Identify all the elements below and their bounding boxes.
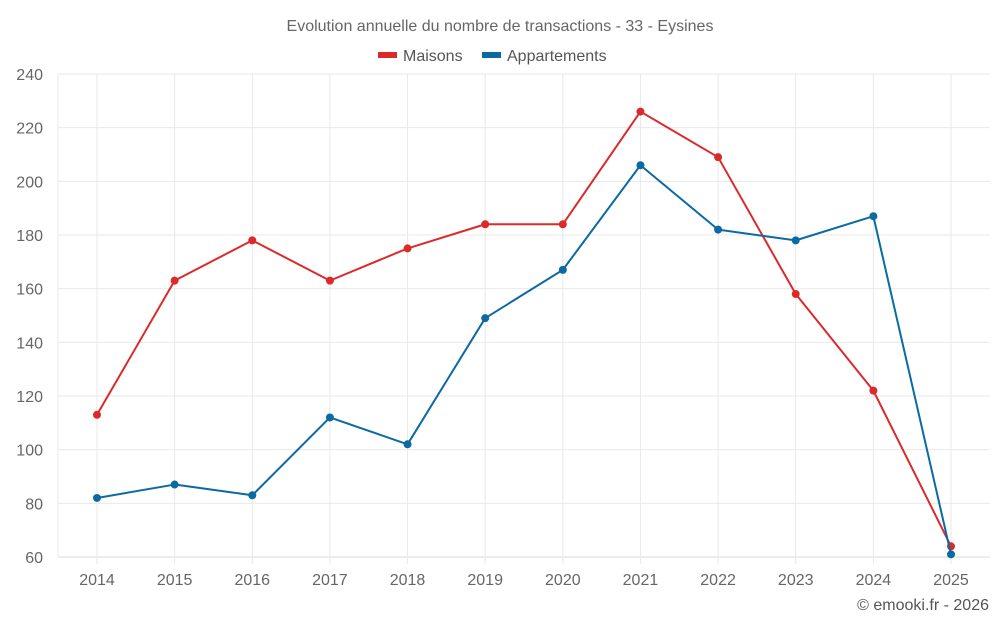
data-point[interactable] [170,276,179,285]
data-point[interactable] [481,220,490,229]
series-line [96,164,952,555]
y-tick-label: 80 [25,496,43,513]
series-layer [93,107,955,559]
x-tick-label: 2015 [157,572,193,589]
x-tick-label: 2019 [467,572,503,589]
x-tick-label: 2024 [856,572,892,589]
y-tick-label: 200 [16,174,43,191]
data-point[interactable] [481,314,490,323]
data-point[interactable] [714,153,723,162]
data-point[interactable] [791,290,800,299]
data-point[interactable] [558,265,567,274]
y-tick-label: 120 [16,389,43,406]
data-point[interactable] [947,550,955,559]
legend-label: Appartements [507,48,607,65]
legend-swatch [482,52,501,58]
data-point[interactable] [248,491,257,500]
data-point[interactable] [170,480,179,489]
legend-swatch [378,52,397,58]
data-point[interactable] [248,236,257,245]
y-tick-label: 160 [16,282,43,299]
y-tick-label: 100 [16,443,43,460]
x-tick-label: 2018 [390,572,426,589]
x-tick-label: 2017 [312,572,348,589]
chart-title: Evolution annuelle du nombre de transact… [287,18,714,35]
data-point[interactable] [93,410,101,419]
data-point[interactable] [869,212,878,221]
data-point[interactable] [93,493,101,502]
x-tick-label: 2021 [623,572,659,589]
x-tick-label: 2020 [545,572,581,589]
series-maisons [93,107,955,551]
data-point[interactable] [325,413,334,422]
x-tick-label: 2023 [778,572,814,589]
y-tick-label: 220 [16,121,43,138]
y-tick-label: 240 [16,67,43,84]
data-point[interactable] [558,220,567,229]
grid [57,73,990,564]
x-tick-label: 2016 [234,572,270,589]
y-tick-label: 180 [16,228,43,245]
x-tick-label: 2022 [700,572,736,589]
legend: Maisons Appartements [378,48,607,65]
data-point[interactable] [403,244,412,253]
data-point[interactable] [791,236,800,245]
credit-text: © emooki.fr - 2026 [857,597,989,614]
y-axis: 60 80 100 120 140 160 180 200 220 240 [16,67,43,567]
data-point[interactable] [325,276,334,285]
data-point[interactable] [636,107,645,116]
series-appartements [93,161,955,559]
data-point[interactable] [403,440,412,449]
x-tick-label: 2014 [79,572,115,589]
series-line [96,110,952,547]
x-tick-label: 2025 [933,572,969,589]
legend-item-maisons[interactable]: Maisons [378,48,463,65]
data-point[interactable] [714,225,723,234]
legend-item-appartements[interactable]: Appartements [482,48,607,65]
data-point[interactable] [636,161,645,170]
x-axis: 2014 2015 2016 2017 2018 2019 2020 2021 2022 2023… [79,572,969,589]
y-tick-label: 60 [25,550,43,567]
data-point[interactable] [869,386,878,395]
y-tick-label: 140 [16,335,43,352]
legend-label: Maisons [403,48,463,65]
